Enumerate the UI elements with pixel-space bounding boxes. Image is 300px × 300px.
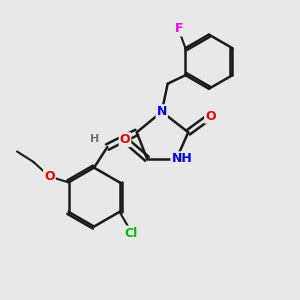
Text: NH: NH <box>171 152 192 165</box>
Text: H: H <box>90 134 100 144</box>
Text: N: N <box>157 105 167 118</box>
Text: F: F <box>175 22 184 35</box>
Text: O: O <box>205 110 216 123</box>
Text: O: O <box>44 170 55 183</box>
Text: Cl: Cl <box>125 226 138 239</box>
Text: O: O <box>120 133 130 146</box>
